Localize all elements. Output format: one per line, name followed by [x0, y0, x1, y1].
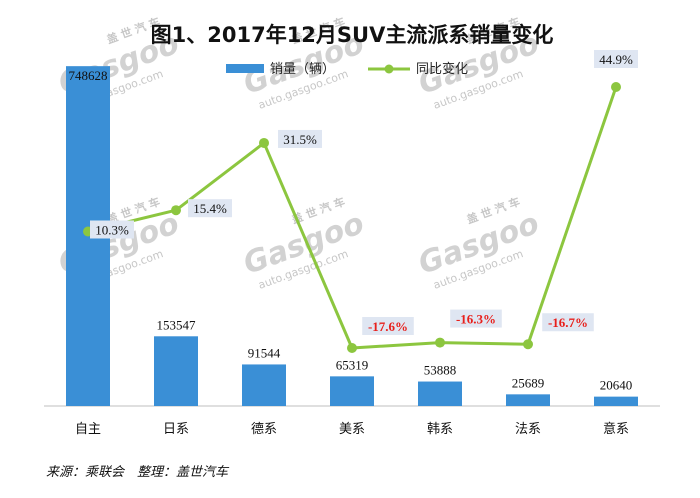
- yoy-value-label: -17.6%: [368, 319, 408, 334]
- yoy-value-label: 10.3%: [95, 222, 129, 237]
- bar-value-label: 65319: [336, 357, 369, 372]
- legend: 销量（辆） 同比变化: [226, 61, 468, 77]
- category-label: 德系: [251, 422, 277, 437]
- bar-value-label: 748628: [69, 68, 108, 83]
- legend-line-marker: [384, 64, 394, 74]
- category-label: 自主: [75, 422, 101, 437]
- chart-title: 图1、2017年12月SUV主流派系销量变化: [151, 23, 554, 47]
- yoy-value-label: 15.4%: [193, 201, 227, 216]
- category-label: 意系: [603, 421, 629, 437]
- bar-value-label: 25689: [512, 375, 545, 390]
- line-point: [171, 205, 181, 216]
- category-label: 美系: [339, 422, 365, 437]
- yoy-label-bg: [278, 129, 322, 148]
- bar: [330, 376, 374, 406]
- yoy-value-label: -16.7%: [548, 315, 588, 330]
- line-series: [83, 82, 621, 353]
- category-labels: 自主 日系 德系 美系 韩系 法系 意系: [75, 421, 629, 437]
- yoy-label-bg: [90, 220, 134, 239]
- yoy-value-label: 44.9%: [599, 52, 633, 67]
- yoy-label-bg: [542, 313, 594, 332]
- line-data-labels: 10.3% 15.4% 31.5% -17.6% -16.3% -16.7% 44.9%: [90, 50, 638, 335]
- line-point: [611, 82, 621, 92]
- category-label: 韩系: [427, 422, 453, 437]
- bar-data-labels: 748628 153547 91544 65319 53888 25689 20640: [69, 68, 633, 392]
- yoy-label-bg: [188, 199, 232, 218]
- line-point: [259, 137, 269, 148]
- source-note: 来源：乘联会 整理：盖世汽车: [46, 465, 230, 480]
- bar: [242, 364, 286, 406]
- legend-bar-swatch: [226, 64, 264, 73]
- bar-value-label: 91544: [248, 345, 281, 360]
- line-point: [523, 339, 533, 350]
- yoy-label-bg: [594, 50, 638, 68]
- bar-value-label: 53888: [424, 363, 457, 378]
- bar: [594, 396, 638, 406]
- yoy-label-bg: [362, 317, 414, 335]
- yoy-label-bg: [450, 309, 502, 328]
- bar: [506, 394, 550, 406]
- category-label: 法系: [515, 422, 541, 437]
- yoy-value-label: 31.5%: [283, 132, 317, 147]
- bar-value-label: 153547: [157, 317, 197, 332]
- line-point: [435, 337, 445, 348]
- legend-bar-label: 销量（辆）: [270, 62, 335, 77]
- bar: [418, 381, 462, 406]
- legend-line-label: 同比变化: [416, 61, 468, 77]
- line-point: [347, 343, 357, 353]
- bar-value-label: 20640: [600, 378, 633, 393]
- bar: [154, 336, 198, 406]
- yoy-value-label: -16.3%: [456, 312, 496, 327]
- category-label: 日系: [163, 422, 189, 437]
